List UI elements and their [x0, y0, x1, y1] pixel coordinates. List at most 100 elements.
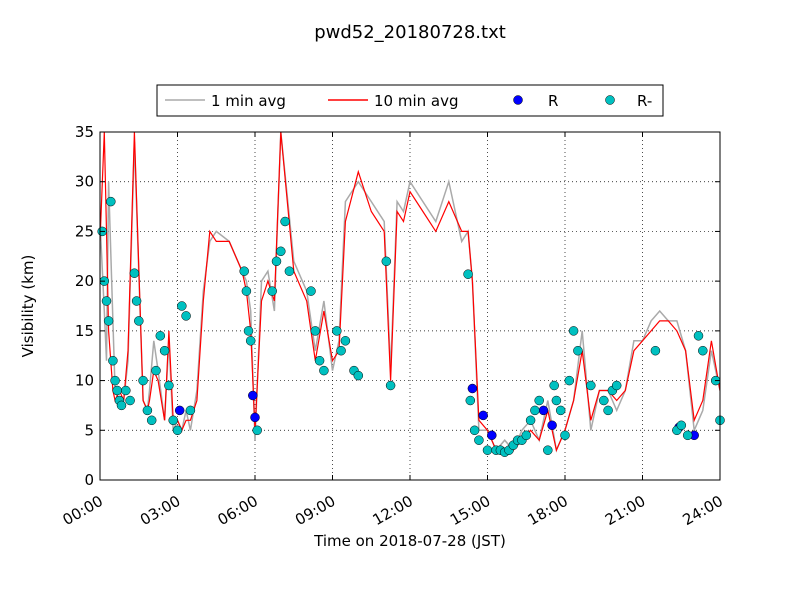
data-point	[534, 395, 544, 406]
data-point	[586, 380, 596, 391]
data-point	[650, 345, 661, 356]
legend-swatch-r-minus	[605, 95, 615, 105]
data-point	[250, 412, 260, 423]
x-tick-label: 00:00	[60, 492, 106, 529]
data-point	[478, 410, 488, 421]
data-point	[116, 400, 127, 411]
data-point	[280, 216, 290, 227]
data-point	[168, 415, 178, 426]
data-point	[332, 326, 342, 336]
data-point	[138, 375, 148, 386]
x-tick-label: 24:00	[680, 492, 726, 529]
plot-area	[97, 132, 725, 457]
x-tick-label: 03:00	[137, 492, 183, 529]
data-point	[110, 375, 120, 386]
data-point	[314, 355, 325, 366]
data-point	[284, 266, 295, 276]
data-point	[241, 286, 252, 296]
data-point	[310, 326, 321, 336]
data-point	[185, 405, 196, 416]
data-point	[103, 316, 114, 326]
legend-swatch-r	[513, 95, 523, 105]
series-line-1min-avg	[100, 132, 720, 453]
x-tick-label: 12:00	[370, 492, 416, 529]
legend-label-r: R	[548, 92, 558, 110]
data-point	[101, 296, 112, 306]
data-point	[121, 385, 131, 396]
series-markers-r	[174, 383, 699, 441]
data-point	[248, 390, 258, 401]
data-point	[340, 336, 351, 346]
data-point	[698, 345, 708, 356]
legend-box	[156, 84, 664, 117]
data-point	[155, 331, 166, 341]
data-point	[267, 286, 277, 296]
data-point	[239, 266, 249, 276]
legend-label-1min: 1 min avg	[211, 92, 286, 110]
y-tick-label: 15	[75, 322, 94, 340]
data-point	[181, 311, 191, 321]
x-tick-label: 18:00	[525, 492, 571, 529]
data-point	[530, 405, 540, 416]
data-point	[463, 269, 473, 279]
data-point	[682, 430, 693, 441]
data-point	[599, 395, 609, 406]
data-point	[353, 370, 364, 381]
x-tick-label: 09:00	[292, 492, 338, 529]
data-point	[276, 246, 286, 257]
data-point	[555, 405, 566, 416]
data-point	[381, 256, 392, 267]
series-line-10min-avg	[100, 132, 720, 453]
data-point	[568, 326, 579, 336]
data-point	[142, 405, 153, 416]
x-axis-label: Time on 2018-07-28 (JST)	[313, 532, 506, 550]
legend: 1 min avg 10 min avg R R-	[156, 84, 664, 117]
y-tick-label: 5	[84, 421, 94, 439]
data-point	[174, 405, 185, 416]
data-point	[482, 445, 493, 455]
data-point	[521, 430, 532, 441]
data-point	[252, 425, 262, 436]
data-point	[146, 415, 157, 426]
series-markers-r-minus	[97, 196, 725, 457]
data-point	[560, 430, 570, 441]
data-point	[469, 425, 480, 436]
y-tick-label: 10	[75, 372, 94, 390]
data-point	[108, 355, 118, 366]
data-point	[467, 383, 478, 394]
data-point	[611, 380, 622, 391]
y-tick-label: 0	[84, 471, 94, 489]
data-point	[487, 430, 497, 441]
data-point	[474, 435, 484, 445]
data-point	[525, 415, 536, 426]
data-point	[336, 345, 346, 356]
data-point	[549, 380, 559, 391]
chart-title: pwd52_20180728.txt	[314, 22, 506, 43]
x-tick-label: 06:00	[215, 492, 261, 529]
data-point	[131, 296, 142, 306]
data-point	[177, 301, 187, 311]
legend-label-10min: 10 min avg	[374, 92, 459, 110]
data-point	[106, 196, 116, 207]
data-point	[676, 420, 687, 431]
x-tick-label: 15:00	[447, 492, 493, 529]
data-point	[385, 380, 396, 391]
y-tick-label: 35	[75, 123, 94, 141]
data-point	[465, 395, 476, 406]
data-point	[129, 268, 140, 278]
data-point	[538, 405, 549, 416]
y-axis-label: Visibility (km)	[19, 255, 37, 358]
data-point	[159, 345, 170, 356]
data-point	[319, 365, 329, 376]
y-tick-label: 30	[75, 173, 94, 191]
x-tick-label: 21:00	[602, 492, 648, 529]
data-point	[547, 420, 557, 431]
data-point	[243, 326, 254, 336]
data-point	[172, 425, 183, 436]
data-point	[125, 395, 135, 406]
y-tick-label: 20	[75, 272, 94, 290]
data-point	[693, 331, 704, 341]
data-point	[151, 365, 161, 376]
data-point	[564, 375, 575, 386]
